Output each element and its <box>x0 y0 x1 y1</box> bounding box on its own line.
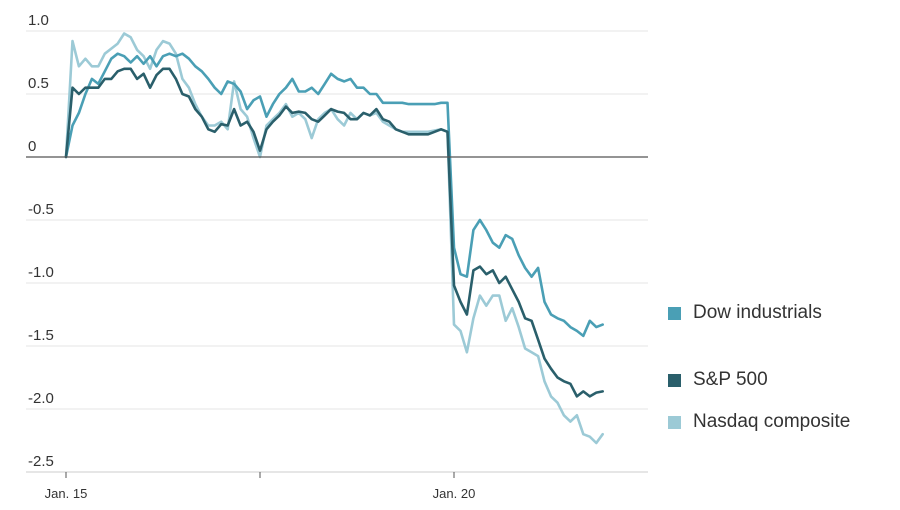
series-lines <box>26 32 648 445</box>
y-tick-label: 0.5 <box>28 75 49 92</box>
x-tick-label: Jan. 20 <box>433 486 476 501</box>
y-tick-label: -1.5 <box>28 327 54 344</box>
legend-label-sp500: S&P 500 <box>693 369 768 390</box>
legend-label-dow: Dow industrials <box>693 302 822 323</box>
x-tick-label: Jan. 15 <box>45 486 88 501</box>
y-tick-label: -0.5 <box>28 201 54 218</box>
y-tick-label: -2.0 <box>28 390 54 407</box>
series-line-nasdaq-composite <box>64 32 605 445</box>
legend-item-sp500: S&P 500 <box>668 369 768 391</box>
y-tick-label: -2.5 <box>28 453 54 470</box>
series-line-s-p-500 <box>64 67 605 398</box>
y-tick-labels: 1.0 0.5 0 -0.5 -1.0 -1.5 -2.0 -2.5 <box>28 12 54 470</box>
legend-item-nasdaq: Nasdaq composite <box>668 411 850 433</box>
y-tick-label: 0 <box>28 138 36 155</box>
legend-swatch-dow <box>668 306 681 320</box>
legend-swatch-sp500 <box>668 373 681 387</box>
legend: Dow industrials S&P 500 Nasdaq composite <box>668 0 893 510</box>
series-line-dow-industrials <box>64 52 605 338</box>
legend-label-nasdaq: Nasdaq composite <box>693 411 851 432</box>
x-axis: Jan. 15 Jan. 20 <box>26 471 648 501</box>
y-tick-label: -1.0 <box>28 264 54 281</box>
gridlines <box>26 30 648 473</box>
legend-swatch-nasdaq <box>668 415 681 429</box>
y-tick-label: 1.0 <box>28 12 49 29</box>
legend-item-dow: Dow industrials <box>668 302 822 324</box>
